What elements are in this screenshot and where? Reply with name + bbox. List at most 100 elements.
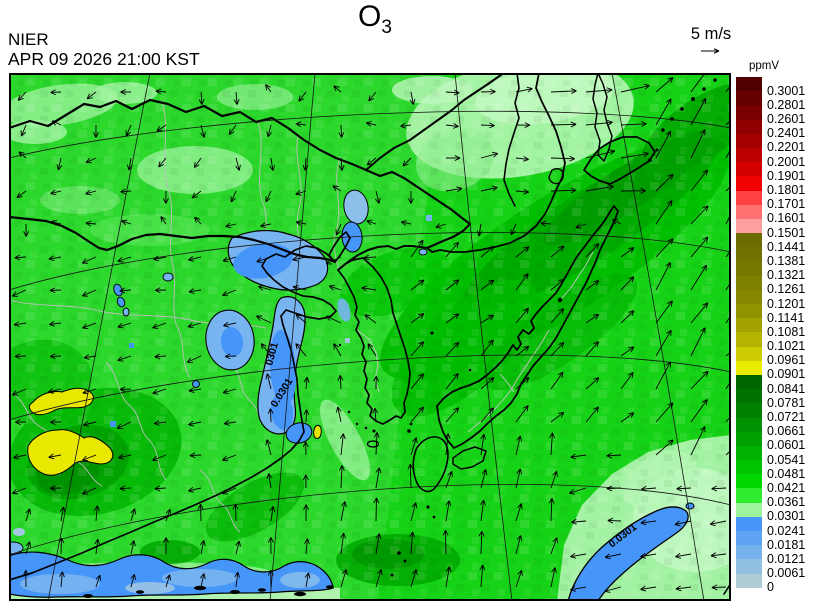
wind-arrow-icon — [690, 370, 709, 390]
wind-arrow-icon — [48, 453, 62, 460]
wind-arrow-icon — [655, 130, 672, 159]
legend-color-swatch — [736, 531, 762, 546]
wind-arrow-icon — [361, 285, 377, 292]
legend-tick-label: 0.1601 — [767, 211, 806, 226]
wind-arrow-icon — [400, 220, 412, 226]
wind-arrow-icon — [515, 468, 523, 489]
wind-arrow-icon — [571, 518, 587, 525]
wind-arrow-icon — [152, 388, 167, 395]
legend-color-swatch — [736, 502, 762, 517]
legend-entry: 0.0241 — [736, 516, 813, 538]
wind-arrow-icon — [585, 119, 613, 126]
legend-tick-label: 0.0721 — [767, 410, 806, 424]
wind-arrow-icon — [199, 540, 206, 555]
wind-arrow-icon — [228, 124, 237, 135]
wind-arrow-icon — [410, 239, 424, 258]
wind-arrow-icon — [59, 571, 65, 588]
legend-tick-label: 0.2001 — [767, 154, 806, 169]
legend-tick-label: 0.1501 — [767, 225, 806, 240]
legend-entry: 0.2001 — [736, 147, 813, 169]
wind-arrow-icon — [585, 406, 600, 423]
wind-arrow-icon — [225, 222, 237, 229]
legend-tick-label: 0.0841 — [767, 381, 806, 396]
wind-arrow-icon — [690, 426, 706, 456]
wind-arrow-icon — [117, 256, 132, 263]
legend-entry: 0.0841 — [736, 374, 813, 396]
wind-arrow-icon — [445, 471, 453, 489]
wind-arrow-icon — [335, 223, 342, 236]
legend-color-swatch — [736, 247, 762, 262]
wind-arrow-icon — [222, 289, 237, 297]
wind-arrow-icon — [445, 241, 460, 258]
legend-tick-label: 0.0421 — [767, 480, 806, 495]
wind-arrow-icon — [117, 322, 132, 329]
legend-color-swatch — [736, 119, 762, 134]
wind-arrow-icon — [374, 190, 381, 204]
legend-entry: 0.3001 — [736, 77, 813, 98]
legend-tick-label: 0.0241 — [767, 523, 806, 538]
wind-arrow-icon — [480, 377, 495, 390]
wind-arrow-icon — [260, 343, 272, 357]
wind-arrow-icon — [445, 155, 461, 161]
wind-arrow-icon — [234, 571, 241, 588]
legend-entry: 0.1901 — [736, 162, 813, 183]
wind-arrow-icon — [690, 236, 709, 258]
map-frame — [9, 73, 731, 601]
wind-arrow-icon — [14, 353, 27, 360]
wind-arrow-icon — [222, 256, 237, 263]
wind-arrow-icon — [435, 223, 447, 229]
legend-tick-label: 0.0121 — [767, 551, 806, 566]
wind-arrow-icon — [13, 321, 27, 327]
legend-entry: 0.1261 — [736, 275, 813, 296]
wind-arrow-icon — [23, 223, 30, 237]
legend-entry: 0.1441 — [736, 233, 813, 254]
legend-color-swatch — [736, 162, 762, 177]
legend-tick-label: 0.0061 — [767, 566, 806, 581]
wind-arrow-icon — [193, 157, 202, 168]
wind-arrow-icon — [375, 533, 382, 555]
wind-arrow-icon — [85, 189, 97, 196]
wind-arrow-icon — [338, 157, 345, 171]
wind-arrow-icon — [640, 519, 657, 526]
legend-entry: 0.0661 — [736, 417, 813, 438]
legend-unit-label: ppmV — [749, 60, 780, 72]
legend-color-swatch — [736, 374, 762, 390]
wind-arrow-icon — [550, 88, 577, 94]
wind-arrow-icon — [292, 285, 307, 291]
wind-arrow-icon — [407, 463, 414, 489]
legend-tick-label: 0.0541 — [767, 452, 806, 467]
wind-arrow-icon — [117, 355, 132, 362]
wind-arrow-icon — [655, 200, 673, 225]
wind-arrow-icon — [366, 157, 377, 166]
legend-entry: 0.1201 — [736, 289, 813, 311]
wind-arrow-icon — [126, 157, 133, 171]
wind-arrow-icon — [332, 185, 342, 192]
wind-arrow-icon — [233, 91, 240, 105]
wind-arrow-icon — [585, 341, 600, 357]
wind-arrow-icon — [480, 469, 488, 489]
legend-tick-label: 0.2201 — [767, 140, 806, 155]
wind-arrow-icon — [690, 205, 709, 225]
wind-arrow-icon — [363, 254, 377, 261]
wind-arrow-icon — [49, 287, 62, 294]
wind-arrow-icon — [570, 552, 587, 559]
legend-entry: 0.0421 — [736, 474, 813, 495]
wind-arrow-icon — [367, 343, 377, 357]
wind-arrow-icon — [570, 453, 587, 460]
wind-arrow-icon — [550, 308, 565, 324]
wind-arrow-icon — [480, 433, 487, 456]
legend-color-swatch — [736, 289, 762, 304]
wind-arrow-icon — [82, 421, 97, 427]
wind-arrow-icon — [223, 420, 237, 426]
wind-arrow-icon — [235, 540, 241, 555]
wind-arrow-icon — [372, 407, 379, 423]
wind-arrow-icon — [480, 407, 495, 423]
wind-arrow-icon — [81, 289, 97, 297]
wind-arrow-icon — [550, 278, 565, 291]
wind-arrow-icon — [256, 315, 272, 324]
wind-arrow-icon — [303, 376, 310, 390]
wind-arrow-icon — [198, 91, 205, 105]
wind-arrow-icon — [710, 552, 727, 559]
wind-arrow-icon — [550, 537, 558, 555]
legend-color-swatch — [736, 304, 762, 319]
